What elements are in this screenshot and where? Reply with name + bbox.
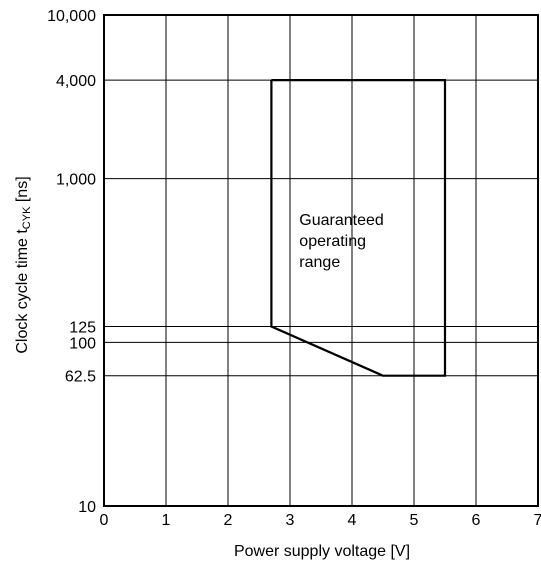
x-tick-labels: 0 1 2 3 4 5 6 7	[100, 512, 541, 529]
y-axis-label-unit: [ns]	[14, 176, 31, 206]
y-axis-label-main: Clock cycle time t	[14, 229, 31, 354]
y-tick-4,000: 4,000	[56, 73, 96, 90]
y-tick-100: 100	[69, 335, 96, 352]
x-axis-label: Power supply voltage [V]	[234, 543, 410, 560]
x-tick-0: 0	[100, 512, 109, 529]
x-tick-1: 1	[162, 512, 171, 529]
y-tick-125: 125	[69, 319, 96, 336]
y-tick-10,000: 10,000	[47, 8, 96, 25]
y-axis-label-subscript: CYK	[21, 206, 33, 229]
x-tick-2: 2	[224, 512, 233, 529]
annotation-line-1: Guaranteed	[299, 212, 384, 229]
vertical-gridlines	[165, 15, 477, 506]
y-tick-1,000: 1,000	[56, 172, 96, 189]
x-tick-4: 4	[348, 512, 357, 529]
y-tick-10: 10	[78, 499, 96, 516]
y-axis-label: Clock cycle time tCYK [ns]	[14, 176, 33, 353]
operating-range-boundary	[270, 79, 447, 377]
horizontal-gridlines	[104, 79, 538, 377]
x-tick-7: 7	[534, 512, 541, 529]
y-tick-62.5: 62.5	[65, 369, 96, 386]
x-tick-6: 6	[472, 512, 481, 529]
annotation-line-2: operating	[299, 233, 366, 250]
plot-frame	[103, 14, 539, 507]
x-tick-5: 5	[410, 512, 419, 529]
x-tick-3: 3	[286, 512, 295, 529]
operating-range-annotation: Guaranteed operating range	[299, 212, 384, 271]
annotation-line-3: range	[299, 254, 340, 271]
